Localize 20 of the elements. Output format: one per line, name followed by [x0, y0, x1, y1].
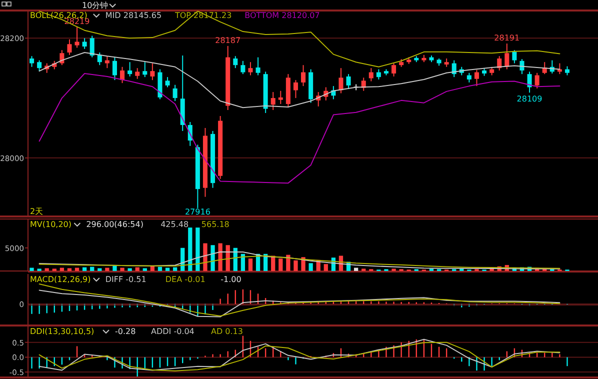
x-axis-title: 2天 — [30, 207, 44, 216]
chart-title: DDI(13,30,10,5) — [30, 327, 94, 336]
text: 425.48 — [160, 220, 189, 229]
series-label: DIFF -0.51 — [105, 275, 146, 284]
chart-title: MV(10,20) — [30, 220, 72, 229]
annotation: 27916 — [184, 208, 210, 216]
annotation: -0.28 — [115, 327, 136, 336]
annotation: 28109 — [516, 94, 542, 104]
chart-title: MACD(12,26,9) — [30, 275, 91, 284]
legend-label: MID 28145.65 — [105, 11, 162, 20]
annotation: 28187 — [215, 36, 241, 45]
chart-subtitle: 10分钟 — [82, 1, 108, 10]
text: 565.18 — [201, 220, 230, 229]
annotation: 28191 — [494, 34, 520, 43]
text: ADDI -0.04 — [151, 327, 194, 336]
text: AD 0.13 — [211, 327, 243, 336]
text: BOTTOM 28120.07 — [244, 11, 320, 20]
annotation: 296.00(46:54) — [86, 220, 144, 229]
text: DEA -0.01 — [165, 275, 206, 284]
text: -1.00 — [220, 275, 242, 284]
